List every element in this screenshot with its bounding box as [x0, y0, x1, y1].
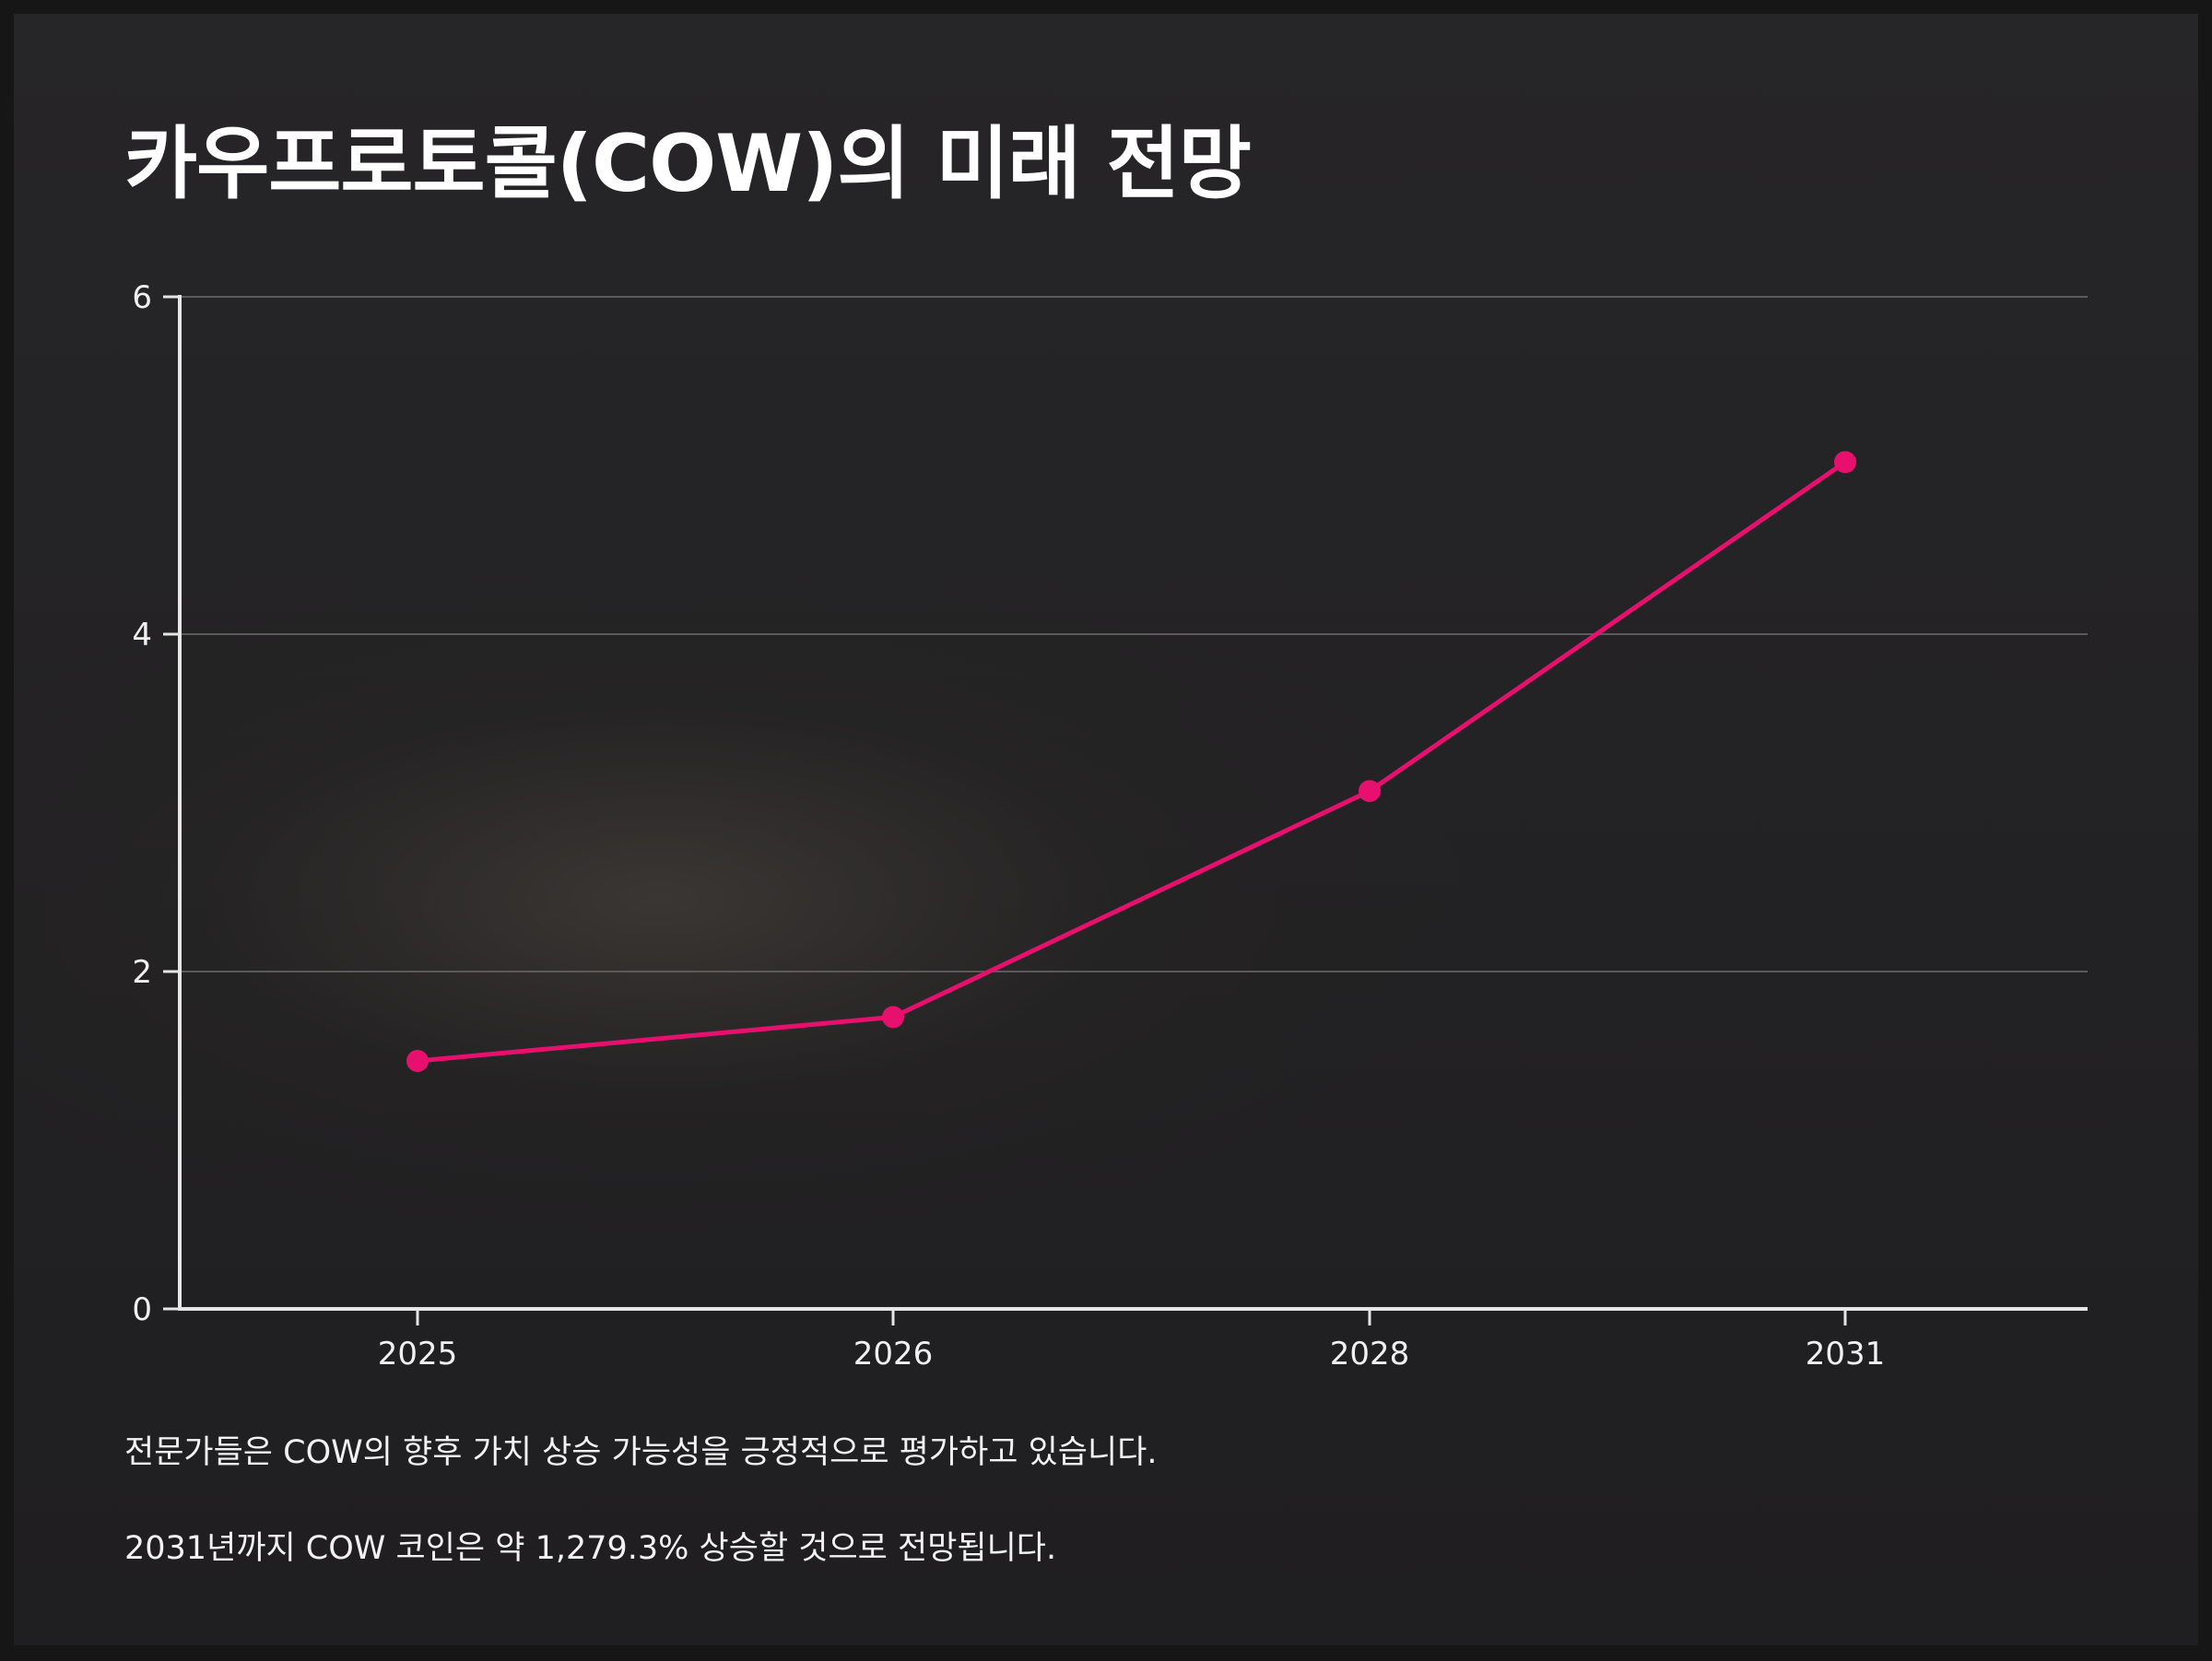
data-point-2031	[1834, 451, 1856, 474]
data-point-2026	[882, 1006, 904, 1029]
y-tick-label-4: 4	[132, 617, 152, 654]
series-layer	[406, 451, 1856, 1072]
axes: 0 2 4 6 2025 2026 2028 2031	[132, 279, 2088, 1372]
summary-note-2: 2031년까지 COW 코인은 약 1,279.3% 상승할 것으로 전망됩니다…	[124, 1530, 1057, 1567]
data-point-2025	[406, 1049, 429, 1072]
summary-note-1: 전문가들은 COW의 향후 가치 상승 가능성을 긍정적으로 평가하고 있습니다…	[124, 1434, 1158, 1471]
y-tick-label-2: 2	[132, 954, 152, 991]
chart-card: 카우프로토콜(COW)의 미래 전망 0 2 4 6 2025 2026 2028 2031 …	[14, 14, 2198, 1645]
y-tick-label-6: 6	[132, 279, 152, 316]
y-tick-label-0: 0	[132, 1291, 152, 1328]
series-line-0	[415, 459, 1848, 1064]
x-tick-label-2025: 2025	[378, 1336, 458, 1372]
line-chart: 0 2 4 6 2025 2026 2028 2031	[132, 279, 2088, 1372]
data-point-2028	[1359, 780, 1381, 803]
x-tick-label-2031: 2031	[1806, 1336, 1886, 1372]
chart-title: 카우프로토콜(COW)의 미래 전망	[124, 118, 1252, 210]
x-tick-label-2028: 2028	[1330, 1336, 1410, 1372]
x-tick-label-2026: 2026	[853, 1336, 934, 1372]
gridlines	[180, 296, 2088, 972]
